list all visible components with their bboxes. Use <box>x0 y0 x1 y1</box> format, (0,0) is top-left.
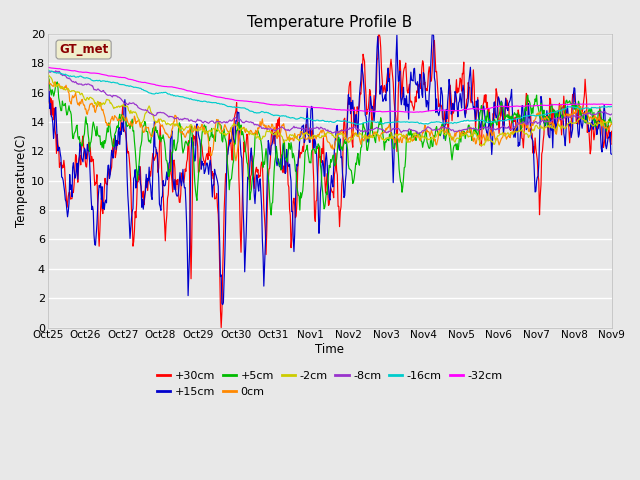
-2cm <box>111 105 118 110</box>
+30cm <box>44 68 52 73</box>
-16cm <box>389 120 397 125</box>
Line: -32cm: -32cm <box>48 68 612 112</box>
-2cm <box>388 135 396 141</box>
+30cm <box>374 31 382 37</box>
Y-axis label: Temperature(C): Temperature(C) <box>15 134 28 227</box>
0cm <box>388 134 396 140</box>
0cm <box>608 121 616 127</box>
+30cm <box>218 324 225 330</box>
Line: +15cm: +15cm <box>48 34 612 305</box>
0cm <box>264 127 271 132</box>
-32cm <box>44 65 52 71</box>
-8cm <box>214 119 222 124</box>
0cm <box>232 158 240 164</box>
Line: -8cm: -8cm <box>48 71 612 133</box>
-16cm <box>353 121 360 127</box>
+15cm <box>44 79 52 84</box>
+15cm <box>428 31 436 37</box>
+15cm <box>420 72 428 77</box>
-32cm <box>388 108 396 114</box>
-16cm <box>243 106 250 112</box>
0cm <box>214 118 221 123</box>
+15cm <box>243 231 250 237</box>
Line: -16cm: -16cm <box>48 71 612 124</box>
-16cm <box>421 121 429 127</box>
+15cm <box>388 156 396 161</box>
X-axis label: Time: Time <box>315 343 344 356</box>
Title: Temperature Profile B: Temperature Profile B <box>247 15 412 30</box>
-2cm <box>477 143 484 149</box>
-32cm <box>45 65 52 71</box>
+5cm <box>110 144 118 149</box>
+5cm <box>44 67 52 72</box>
-2cm <box>420 135 428 141</box>
+30cm <box>110 136 118 142</box>
-8cm <box>264 126 271 132</box>
-32cm <box>410 109 418 115</box>
-2cm <box>243 126 250 132</box>
+5cm <box>608 121 616 127</box>
-2cm <box>214 128 222 133</box>
0cm <box>110 117 118 123</box>
+5cm <box>263 152 271 158</box>
Text: GT_met: GT_met <box>59 43 108 56</box>
-2cm <box>608 121 616 127</box>
+5cm <box>214 128 221 134</box>
-16cm <box>214 101 222 107</box>
+5cm <box>388 138 396 144</box>
-8cm <box>413 131 421 136</box>
0cm <box>44 74 52 80</box>
Line: +30cm: +30cm <box>48 34 612 327</box>
-16cm <box>111 80 118 85</box>
-8cm <box>388 126 396 132</box>
+5cm <box>268 212 275 218</box>
-16cm <box>608 104 616 109</box>
Line: -2cm: -2cm <box>48 74 612 146</box>
+30cm <box>264 196 271 202</box>
Line: +5cm: +5cm <box>48 70 612 215</box>
-32cm <box>214 94 222 100</box>
+5cm <box>242 146 250 152</box>
-32cm <box>264 101 271 107</box>
-16cm <box>264 110 271 116</box>
+30cm <box>214 204 221 210</box>
-32cm <box>111 73 118 79</box>
+15cm <box>264 165 271 170</box>
0cm <box>420 127 428 132</box>
-8cm <box>421 127 429 133</box>
-8cm <box>52 68 60 73</box>
-8cm <box>608 111 616 117</box>
-2cm <box>44 73 52 79</box>
-8cm <box>44 69 52 74</box>
-2cm <box>264 129 271 134</box>
+15cm <box>219 302 227 308</box>
-8cm <box>243 118 250 124</box>
-8cm <box>111 93 118 98</box>
-16cm <box>45 68 52 73</box>
+5cm <box>420 138 428 144</box>
+15cm <box>214 179 221 184</box>
-32cm <box>243 98 250 104</box>
Legend: +30cm, +15cm, +5cm, 0cm, -2cm, -8cm, -16cm, -32cm: +30cm, +15cm, +5cm, 0cm, -2cm, -8cm, -16… <box>152 367 507 401</box>
+30cm <box>421 79 429 85</box>
+15cm <box>110 145 118 151</box>
+30cm <box>389 80 397 85</box>
-32cm <box>421 108 429 114</box>
+15cm <box>608 151 616 157</box>
+30cm <box>243 140 250 146</box>
-16cm <box>44 68 52 74</box>
+30cm <box>608 129 616 134</box>
0cm <box>243 127 250 132</box>
-2cm <box>45 72 52 77</box>
Line: 0cm: 0cm <box>48 77 612 161</box>
-32cm <box>608 102 616 108</box>
